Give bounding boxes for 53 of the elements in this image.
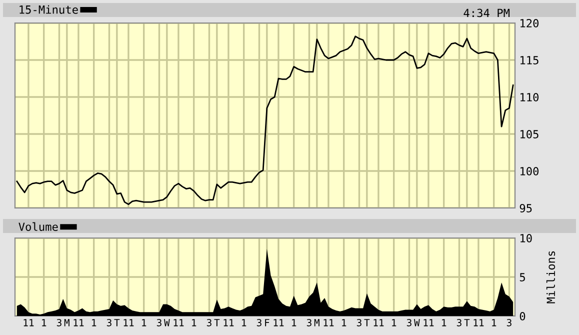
y-tick-label: 120 [520,19,539,28]
x-tick-label: 1 [142,319,146,326]
y-tick-label: 115 [520,56,538,64]
x-tick-label: 3 [356,319,362,326]
x-tick-label: 11 [424,319,434,326]
x-tick-label: 3 [206,319,212,326]
x-tick-label: 3 [456,319,462,326]
x-tick-label: 3 [306,319,312,326]
y-tick-label: 0 [520,312,526,320]
legend-label: Volume [18,222,58,231]
x-tick-label: 11 [24,319,34,326]
x-tick-label: T [214,319,220,326]
y-tick-label: 5 [520,273,525,282]
text: 4:34 PM [464,8,510,18]
x-tick-label: 11 [374,319,384,326]
x-tick-label: T [114,319,120,326]
y-tick-label: 110 [520,93,539,102]
y-tick-label: 95 [520,204,532,212]
x-tick-label: 11 [224,319,234,326]
x-tick-label: W [164,319,170,326]
x-tick-label: 3 [506,319,512,326]
x-tick-label: 11 [274,319,284,326]
x-tick-label: F [265,319,270,326]
y-tick-label: 100 [520,167,539,176]
x-tick-label: 11 [124,319,134,326]
x-tick-label: 1 [442,319,446,326]
x-tick-label: 1 [192,319,196,326]
y-axis-title: Millions [546,251,556,304]
x-tick-label: 1 [492,319,496,326]
x-tick-label: 1 [292,319,296,326]
legend-label: 15-Minute [20,5,78,14]
x-tick-label: 3 [106,319,112,326]
x-tick-label: 1 [342,319,346,326]
x-tick-label: 1 [242,319,246,326]
x-tick-label: 3 [406,319,412,326]
x-tick-label: 11 [324,319,334,326]
x-tick-label: T [364,319,370,326]
x-tick-label: 1 [392,319,396,326]
x-tick-label: 11 [174,319,184,326]
x-tick-label: 3 [56,319,62,326]
x-tick-label: T [464,319,470,326]
x-tick-label: 11 [474,319,484,326]
y-tick-label: 10 [520,234,532,242]
x-tick-label: M [314,319,320,326]
x-tick-label: 11 [74,319,84,326]
y-tick-label: 105 [520,130,538,138]
x-tick-label: 3 [256,319,262,326]
line-series [16,36,514,205]
x-tick-label: W [414,319,420,326]
x-tick-label: 1 [92,319,96,326]
x-tick-label: M [64,319,70,326]
x-tick-label: 1 [42,319,46,326]
x-tick-label: 3 [156,319,162,326]
